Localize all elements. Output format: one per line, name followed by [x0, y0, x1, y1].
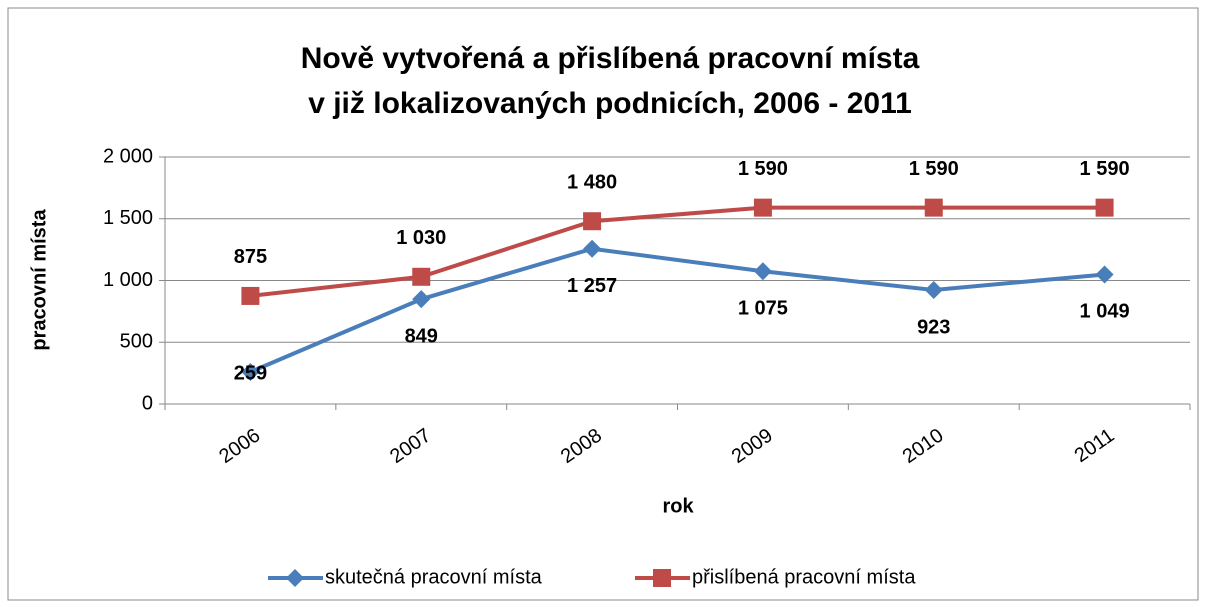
data-label: 259 — [234, 362, 267, 384]
legend-marker — [286, 569, 304, 587]
data-point — [241, 363, 260, 382]
data-point — [753, 262, 772, 281]
data-label: 1 257 — [567, 275, 617, 297]
data-point — [412, 267, 431, 286]
y-tick-label: 1 500 — [103, 207, 153, 229]
legend-label: skutečná pracovní místa — [325, 566, 543, 588]
data-point — [924, 281, 943, 300]
data-label: 1 075 — [738, 298, 788, 320]
legend-label: přislíbená pracovní místa — [692, 566, 916, 588]
data-point — [412, 290, 431, 309]
y-tick-label: 0 — [142, 392, 153, 414]
data-point — [583, 239, 602, 258]
y-tick-label: 1 000 — [103, 269, 153, 291]
data-label: 1 590 — [738, 158, 788, 180]
y-tick-label: 500 — [120, 331, 153, 353]
data-label: 849 — [405, 325, 438, 347]
data-label: 923 — [917, 316, 950, 338]
chart-border — [7, 7, 1199, 601]
series-line — [249, 246, 1105, 374]
chart-title: v již lokalizovaných podnicích, 2006 - 2… — [308, 87, 912, 120]
data-point — [241, 286, 260, 305]
data-label: 875 — [234, 246, 267, 268]
y-tick-label: 2 000 — [103, 145, 153, 167]
data-label: 1 590 — [909, 158, 959, 180]
data-point — [583, 212, 602, 231]
x-axis-label: rok — [662, 495, 694, 517]
legend-marker — [653, 569, 671, 587]
data-label: 1 049 — [1080, 301, 1130, 323]
data-point — [1095, 198, 1114, 217]
data-point — [1095, 265, 1114, 284]
data-point — [924, 198, 943, 217]
chart-title: Nově vytvořená a přislíbená pracovní mís… — [301, 42, 920, 75]
data-point — [753, 198, 772, 217]
data-label: 1 480 — [567, 172, 617, 194]
y-axis-label: pracovní místa — [28, 209, 50, 351]
data-label: 1 030 — [396, 227, 446, 249]
series-line — [250, 205, 1105, 298]
data-label: 1 590 — [1080, 158, 1130, 180]
